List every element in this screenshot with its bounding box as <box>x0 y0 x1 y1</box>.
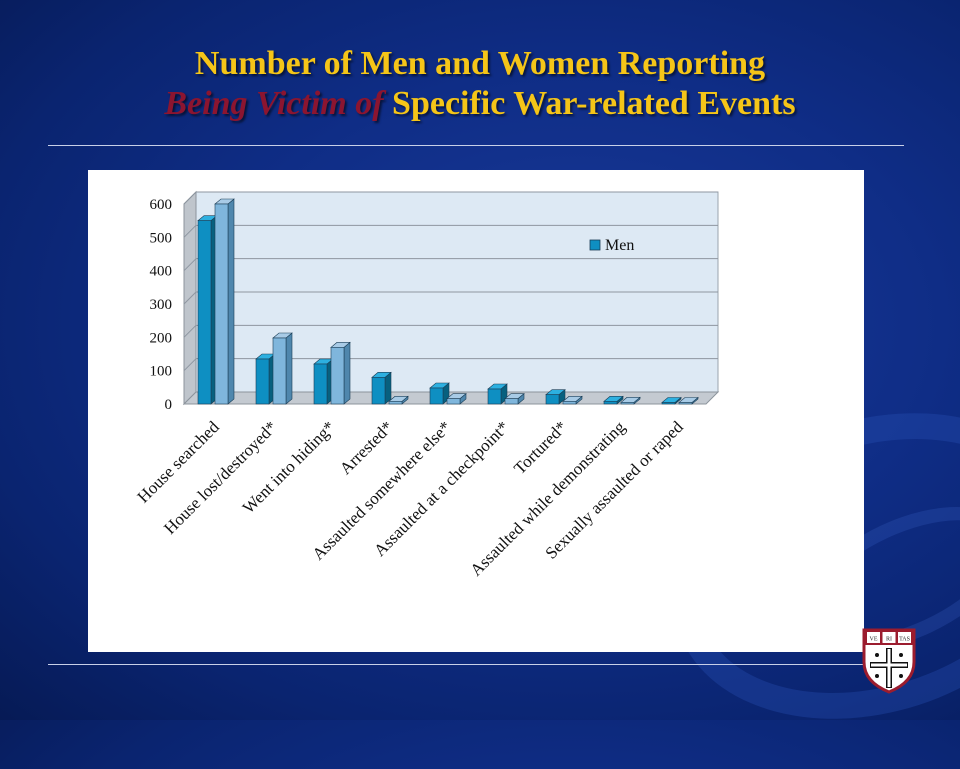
bar-series1 <box>371 371 392 405</box>
bar-front-face <box>330 347 345 405</box>
y-tick-label: 600 <box>150 197 173 213</box>
bar-front-face <box>446 398 461 405</box>
gridline-side <box>183 258 197 272</box>
bar-series2 <box>504 393 525 405</box>
bar-series2 <box>446 393 467 405</box>
gridline-side <box>183 324 197 338</box>
bar-side-face <box>343 341 351 405</box>
bar-series2 <box>388 395 409 405</box>
bar-side-face <box>285 332 293 405</box>
bar-front-face <box>545 394 560 405</box>
logo-book-text-2: RI <box>886 637 892 643</box>
y-tick-label: 0 <box>165 397 173 413</box>
logo-book-text-1: VE <box>870 637 878 643</box>
bar-front-face <box>603 401 618 405</box>
x-category-label: Arrested* <box>336 417 397 478</box>
title-emphasis: Being Victim of <box>164 85 384 122</box>
bar-series2 <box>272 332 293 405</box>
legend-label: Men <box>605 237 634 254</box>
bar-series1 <box>545 389 566 405</box>
gridline-side <box>183 191 197 205</box>
bar-front-face <box>214 203 229 405</box>
gridline-side <box>183 358 197 372</box>
top-divider <box>48 145 904 146</box>
y-tick-label: 100 <box>150 364 173 380</box>
bar-series1 <box>661 396 682 405</box>
bar-front-face <box>197 220 212 405</box>
bar-series2 <box>330 341 351 405</box>
bar-side-face <box>227 198 235 405</box>
gridline-side <box>183 291 197 305</box>
bar-front-face <box>371 377 386 405</box>
x-category-label: Tortured* <box>510 417 571 478</box>
y-tick-label: 200 <box>150 330 173 346</box>
bar-series1 <box>603 395 624 405</box>
bar-front-face <box>313 363 328 405</box>
title-rest: Specific War-related Events <box>392 85 796 122</box>
shield-logo-icon: VE RI TAS <box>862 628 916 694</box>
slide-title: Number of Men and Women Reporting Being … <box>60 44 900 124</box>
bar-front-face <box>620 402 635 405</box>
gridline-side <box>183 224 197 238</box>
bar-front-face <box>429 387 444 405</box>
chart-panel: 0 100 200 300 400 500 600 House searched House l… <box>88 170 864 652</box>
bar-series2 <box>620 396 641 405</box>
bar-series1 <box>429 382 450 405</box>
bar-front-face <box>388 401 403 405</box>
bar-series1 <box>197 215 218 405</box>
bar-front-face <box>255 358 270 405</box>
bar-series2 <box>562 395 583 405</box>
bar-series1 <box>487 383 508 405</box>
bar-series1 <box>313 358 334 405</box>
bar-series1 <box>255 353 276 405</box>
y-tick-label: 400 <box>150 264 173 280</box>
bar-front-face <box>562 401 577 405</box>
bar-front-face <box>487 388 502 405</box>
bar-front-face <box>504 398 519 405</box>
title-line-2: Being Victim of Specific War-related Eve… <box>60 84 900 124</box>
y-tick-label: 300 <box>150 297 173 313</box>
bottom-divider <box>48 664 904 665</box>
bar-side-face <box>384 371 392 405</box>
y-tick-label: 500 <box>150 230 173 246</box>
legend-swatch <box>589 239 601 251</box>
title-line-1: Number of Men and Women Reporting <box>194 45 766 82</box>
x-category-label: House lost/destroyed* <box>160 417 281 538</box>
logo-book-text-3: TAS <box>899 637 910 643</box>
bar-front-face <box>661 402 676 405</box>
bar-series2 <box>678 396 699 405</box>
bar-front-face <box>272 337 287 405</box>
bar-front-face <box>678 402 693 405</box>
bar-series2 <box>214 198 235 405</box>
